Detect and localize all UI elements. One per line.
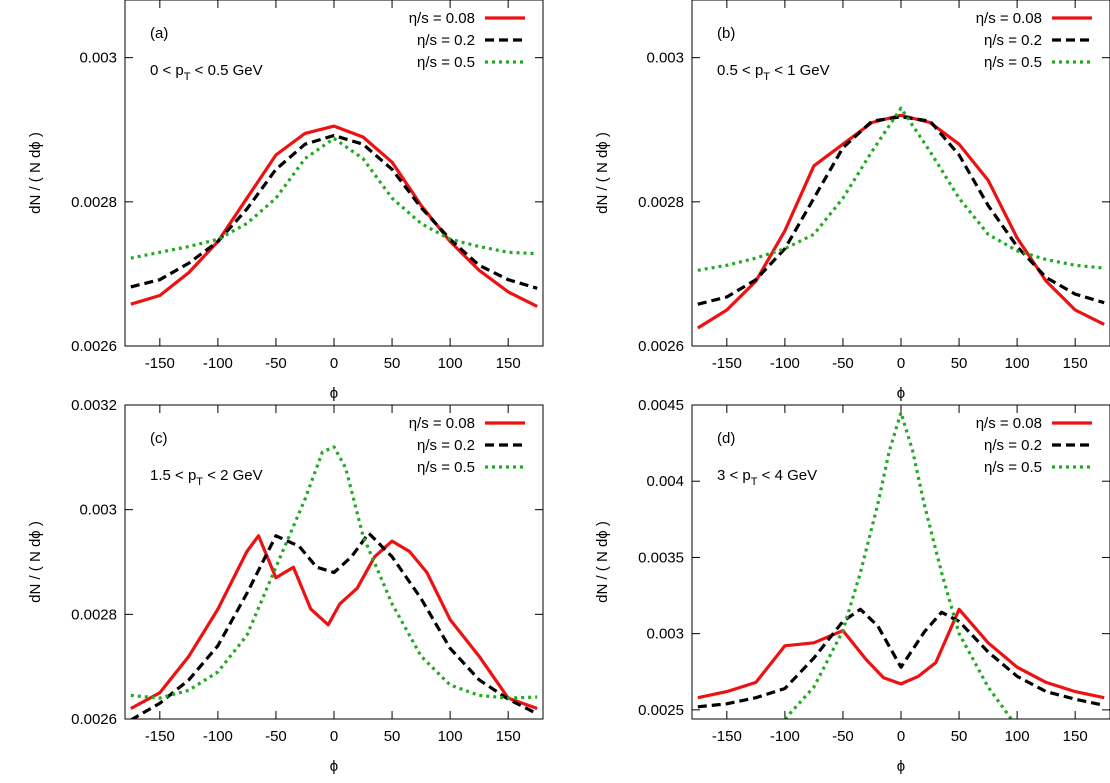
y-tick-label: 0.0026: [71, 711, 117, 728]
x-tick-label: 100: [1005, 728, 1030, 745]
x-tick-label: 0: [330, 728, 338, 745]
chart-panel-4: -150 -100 -50 0 50 100 150 0.0025 0.003 0.0035 0.0…: [594, 397, 1110, 775]
y-tick-label: 0.0028: [71, 606, 117, 623]
plot-frame: [124, 404, 544, 720]
y-tick-label: 0.0028: [71, 194, 117, 211]
x-tick-label: 50: [951, 355, 968, 372]
y-tick-label: 0.0045: [638, 397, 684, 414]
series-line-2: [697, 115, 1105, 306]
y-axis-label: dN / ( N dϕ ): [27, 132, 44, 214]
x-tick-label: -50: [832, 728, 854, 745]
y-tick-label: 0.0025: [638, 702, 684, 719]
panel-label: (d): [717, 430, 735, 447]
series-line-3: [130, 445, 538, 700]
x-axis-label: ϕ: [330, 385, 338, 402]
x-tick-label: 0: [330, 355, 338, 372]
series-line-3: [697, 106, 1105, 272]
y-tick-label: 0.0032: [71, 397, 117, 414]
y-tick-label: 0.0026: [71, 338, 117, 355]
x-tick-label: 150: [496, 728, 521, 745]
y-tick-label: 0.0028: [638, 194, 684, 211]
legend-label: η/s = 0.08: [976, 10, 1042, 27]
x-tick-label: -100: [203, 355, 233, 372]
y-tick-label: 0.0026: [638, 338, 684, 355]
y-tick-label: 0.003: [79, 50, 117, 67]
pt-range-label: 0.5 < pT < 1 GeV: [717, 62, 830, 83]
pt-range-label: 1.5 < pT < 2 GeV: [150, 467, 263, 488]
x-tick-label: 100: [438, 355, 463, 372]
x-tick-label: -50: [265, 728, 287, 745]
x-axis-label: ϕ: [897, 758, 905, 775]
plot-frame: [691, 404, 1110, 720]
panel-label: (a): [150, 25, 168, 42]
legend-label: η/s = 0.2: [417, 32, 475, 49]
legend-label: η/s = 0.5: [417, 459, 475, 476]
x-tick-label: -50: [265, 355, 287, 372]
panel-label: (b): [717, 25, 735, 42]
x-tick-label: 50: [384, 728, 401, 745]
x-tick-label: 150: [1063, 728, 1088, 745]
series-line-1: [130, 124, 538, 308]
chart-panel-2: -150 -100 -50 0 50 100 150 0.0026 0.0028 0.003 (b)…: [594, 0, 1110, 402]
x-tick-label: 50: [951, 728, 968, 745]
legend-label: η/s = 0.5: [417, 54, 475, 71]
x-tick-label: 0: [897, 728, 905, 745]
plot-frame: [124, 0, 544, 347]
y-axis-label: dN / ( N dϕ ): [594, 132, 611, 214]
legend-label: η/s = 0.08: [409, 10, 475, 27]
x-tick-label: 150: [496, 355, 521, 372]
x-tick-label: -100: [203, 728, 233, 745]
legend-label: η/s = 0.2: [417, 437, 475, 454]
series-line-2: [130, 133, 538, 290]
x-tick-label: 0: [897, 355, 905, 372]
series-line-3: [783, 411, 1013, 719]
y-tick-label: 0.004: [646, 473, 684, 490]
x-tick-label: -150: [712, 355, 742, 372]
plot-frame: [691, 0, 1110, 347]
pt-range-label: 3 < pT < 4 GeV: [717, 467, 817, 488]
series-line-1: [697, 607, 1105, 700]
series-line-2: [697, 607, 1105, 709]
panel-label: (c): [150, 430, 168, 447]
x-tick-label: 50: [384, 355, 401, 372]
x-tick-label: -150: [712, 728, 742, 745]
y-tick-label: 0.0035: [638, 549, 684, 566]
y-tick-label: 0.003: [79, 502, 117, 519]
series-line-3: [130, 136, 538, 260]
legend-label: η/s = 0.2: [984, 32, 1042, 49]
x-tick-label: 100: [438, 728, 463, 745]
legend-label: η/s = 0.5: [984, 459, 1042, 476]
y-tick-label: 0.003: [646, 50, 684, 67]
legend-label: η/s = 0.2: [984, 437, 1042, 454]
chart-panel-3: -150 -100 -50 0 50 100 150 0.0026 0.0028 0.003 0.0…: [27, 397, 544, 775]
pt-range-label: 0 < pT < 0.5 GeV: [150, 62, 263, 83]
x-tick-label: -150: [145, 728, 175, 745]
x-tick-label: -50: [832, 355, 854, 372]
y-axis-label: dN / ( N dϕ ): [594, 521, 611, 603]
x-tick-label: -150: [145, 355, 175, 372]
legend-label: η/s = 0.5: [984, 54, 1042, 71]
y-axis-label: dN / ( N dϕ ): [27, 521, 44, 603]
y-tick-label: 0.003: [646, 626, 684, 643]
x-axis-label: ϕ: [330, 758, 338, 775]
x-tick-label: 150: [1063, 355, 1088, 372]
legend-label: η/s = 0.08: [409, 415, 475, 432]
x-tick-label: -100: [770, 355, 800, 372]
x-axis-label: ϕ: [897, 385, 905, 402]
series-line-1: [696, 113, 1105, 330]
x-tick-label: -100: [770, 728, 800, 745]
legend-label: η/s = 0.08: [976, 415, 1042, 432]
series-line-1: [130, 534, 538, 711]
chart-panel-1: -150 -100 -50 0 50 100 150 0.0026 0.0028 0.003 (a)…: [27, 0, 544, 402]
series-line-2: [130, 531, 538, 719]
x-tick-label: 100: [1005, 355, 1030, 372]
